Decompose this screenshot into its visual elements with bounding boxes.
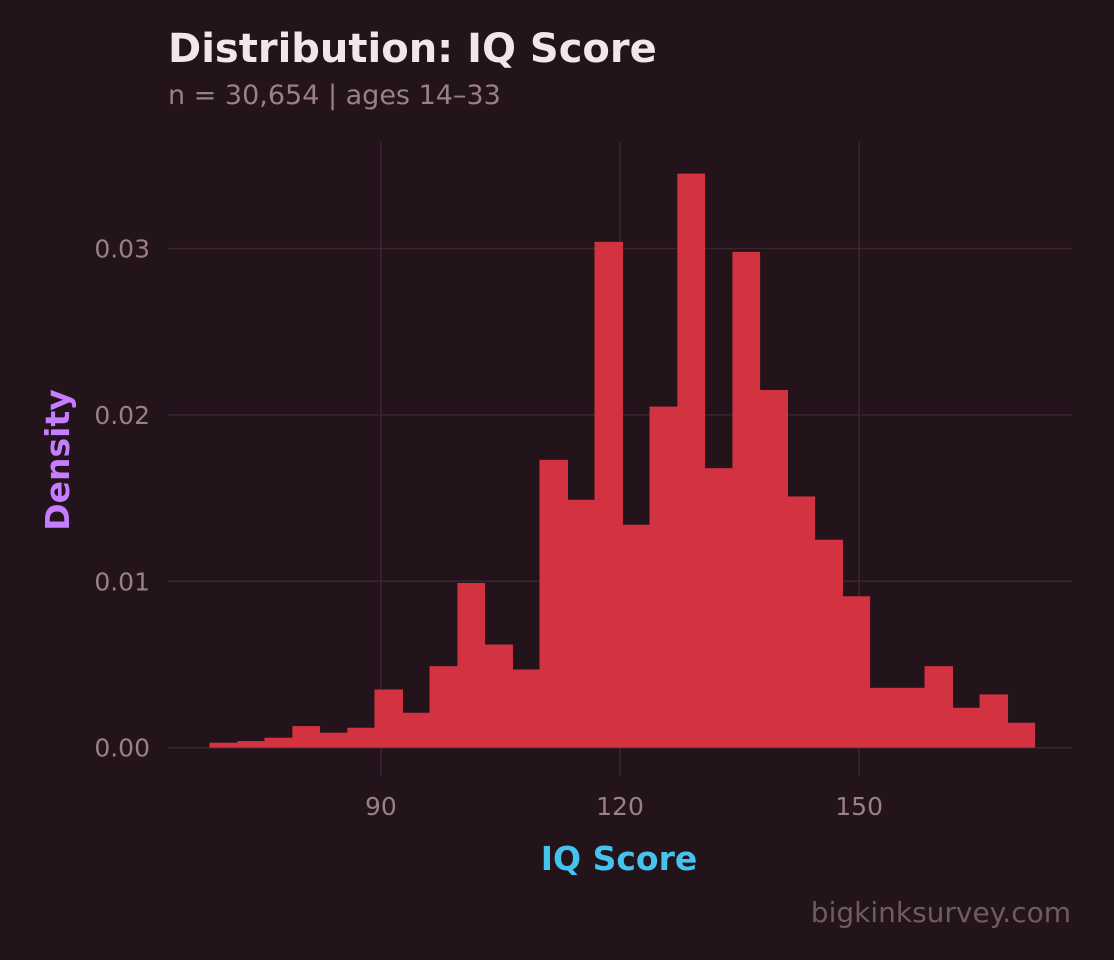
histogram-bar	[457, 582, 486, 748]
histogram-bar	[512, 669, 541, 748]
histogram-bar	[209, 742, 238, 748]
histogram-bar	[484, 644, 513, 748]
histogram-bar	[237, 741, 266, 748]
histogram-bar	[347, 727, 376, 748]
histogram-bar	[869, 687, 899, 748]
chart-subtitle: n = 30,654 | ages 14–33	[168, 80, 501, 111]
histogram-bar	[567, 499, 596, 748]
y-tick-label: 0.03	[94, 234, 150, 263]
x-tick-label: 120	[596, 792, 644, 821]
histogram-bar	[787, 496, 816, 748]
histogram-bars	[209, 173, 1036, 748]
histogram-bar	[924, 666, 954, 748]
histogram-bar	[704, 468, 734, 748]
histogram-bar	[732, 251, 761, 748]
y-tick-label: 0.00	[94, 734, 150, 763]
histogram-bar	[319, 732, 348, 748]
histogram-bar	[594, 241, 623, 748]
histogram-bar	[374, 689, 403, 748]
x-tick-label: 90	[365, 792, 397, 821]
histogram-bar	[292, 726, 321, 748]
histogram-bar	[897, 687, 926, 748]
histogram-bar	[979, 694, 1009, 748]
x-tick-label: 150	[835, 792, 883, 821]
histogram-bar	[539, 459, 568, 748]
histogram-bar	[842, 596, 871, 748]
chart-title: Distribution: IQ Score	[168, 26, 657, 72]
x-axis-tick-labels: 90 120 150	[365, 792, 883, 821]
x-axis-title: IQ Score	[541, 839, 697, 878]
histogram-bar	[402, 712, 431, 748]
histogram-bar	[622, 524, 651, 748]
y-tick-label: 0.01	[94, 567, 150, 596]
histogram-bar	[649, 406, 678, 748]
y-axis-title: Density	[38, 389, 77, 531]
source-caption: bigkinksurvey.com	[811, 896, 1071, 929]
histogram-bar	[952, 707, 981, 748]
histogram-bar	[677, 173, 706, 748]
histogram-bar	[759, 389, 789, 748]
histogram-bar	[1007, 722, 1036, 748]
histogram-bar	[814, 539, 844, 748]
histogram-bar	[264, 737, 293, 748]
y-tick-label: 0.02	[94, 401, 150, 430]
y-axis-tick-labels: 0.00 0.01 0.02 0.03	[94, 234, 150, 762]
histogram-bar	[429, 666, 458, 748]
